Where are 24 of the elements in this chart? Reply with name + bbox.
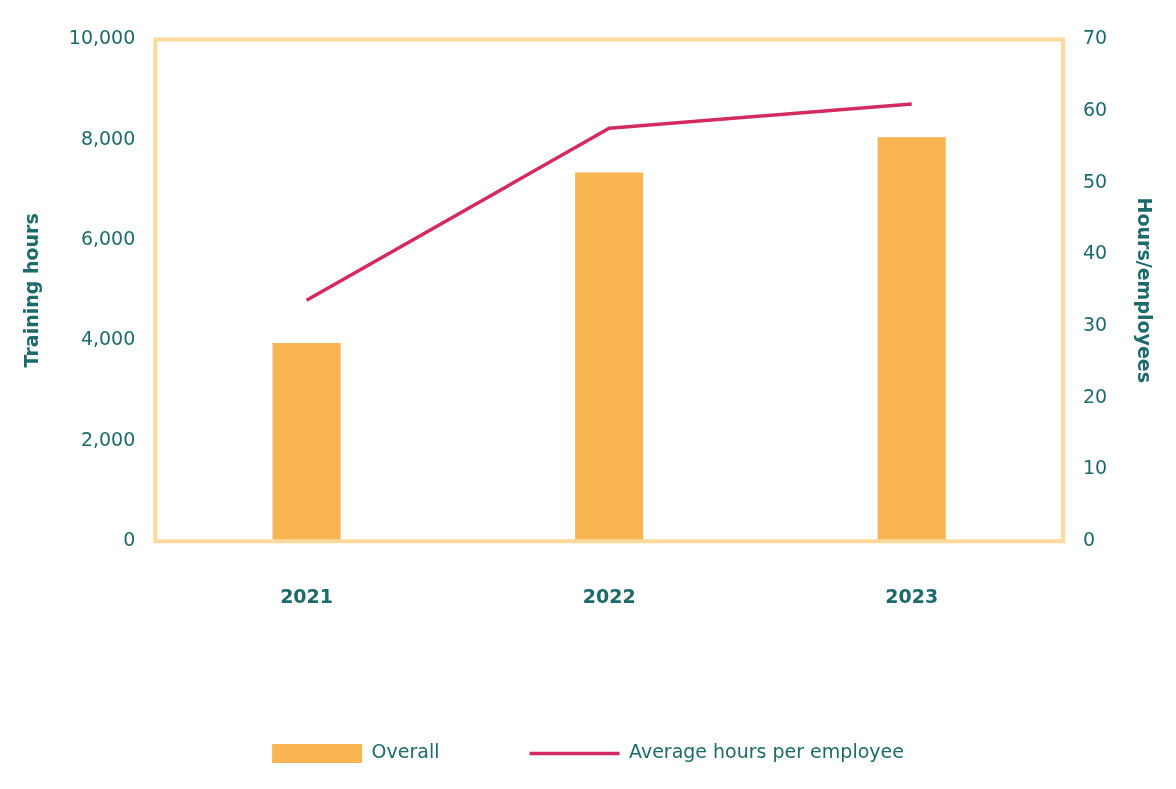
bar — [877, 137, 946, 542]
legend-label: Overall — [371, 740, 440, 763]
x-tick-label: 2022 — [582, 584, 636, 607]
y2-axis-title: Hours/employees — [1133, 197, 1156, 384]
y2-tick-label: 0 — [1083, 528, 1096, 551]
y-tick-label: 0 — [123, 528, 136, 551]
y-tick-label: 2,000 — [80, 427, 136, 450]
y-tick-label: 10,000 — [68, 26, 136, 49]
y2-tick-label: 10 — [1083, 456, 1108, 479]
y2-tick-label: 70 — [1083, 26, 1108, 49]
legend-label: Average hours per employee — [629, 740, 904, 763]
y-tick-label: 6,000 — [80, 227, 136, 250]
bar — [272, 342, 341, 542]
y2-tick-label: 20 — [1083, 384, 1108, 407]
y2-tick-label: 50 — [1083, 169, 1108, 192]
y-tick-label: 4,000 — [80, 327, 136, 350]
bar — [575, 172, 644, 542]
y2-tick-label: 30 — [1083, 313, 1108, 336]
y2-tick-label: 40 — [1083, 241, 1108, 264]
x-tick-label: 2023 — [885, 584, 939, 607]
y2-tick-label: 60 — [1083, 98, 1108, 121]
x-tick-label: 2021 — [280, 584, 334, 607]
y-tick-label: 8,000 — [80, 126, 136, 149]
y-axis-title: Training hours — [20, 213, 43, 368]
